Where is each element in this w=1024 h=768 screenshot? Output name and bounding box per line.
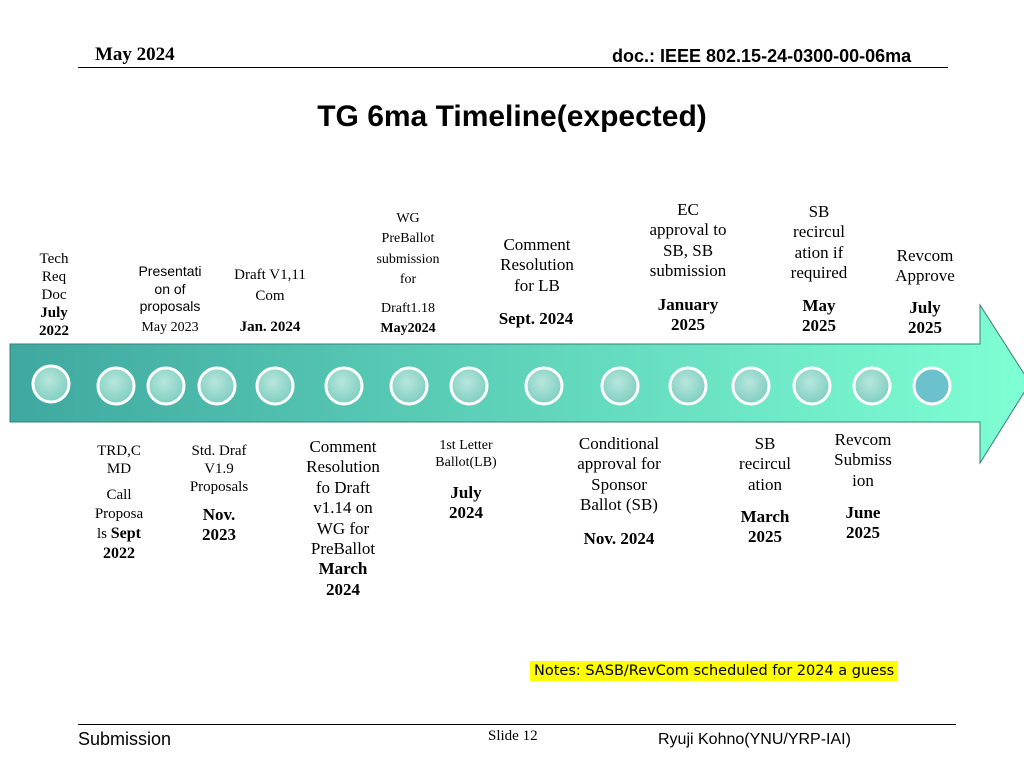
header-date: May 2024: [95, 44, 175, 65]
event-conditional-approval-date: Nov. 2024: [583, 529, 655, 548]
event-std-draf-date: Nov. 2023: [202, 505, 236, 545]
footer-slide-number: Slide 12: [488, 728, 538, 744]
event-revcom-submission-date: June 2025: [845, 503, 881, 543]
event-sb-recircul-if: SB recircul ation if required: [790, 202, 848, 283]
event-presentation-date: May 2023: [141, 320, 199, 335]
timeline-dot: [668, 366, 708, 406]
timeline-dot: [31, 364, 71, 404]
event-tech-req: Tech Req Doc July 2022: [39, 251, 69, 339]
event-letter-ballot-date: July 2024: [449, 483, 483, 523]
footer-author: Ryuji Kohno(YNU/YRP-IAI): [658, 731, 851, 748]
slide-title: TG 6ma Timeline(expected): [317, 100, 707, 133]
event-std-draf: Std. Draf V1.9 Proposals: [189, 443, 249, 495]
event-draft-v111: Draft V1,11 Com: [234, 267, 306, 304]
header-doc-id: doc.: IEEE 802.15-24-0300-00-06ma: [612, 46, 912, 66]
notes-highlight: Notes: SASB/RevCom scheduled for 2024 a …: [530, 661, 899, 681]
event-wg-preballot-date: Draft1.18 May2024: [380, 301, 436, 337]
event-trd: TRD,C MD: [97, 443, 141, 477]
event-comment-lb-date: Sept. 2024: [498, 309, 574, 328]
event-revcom-submission: Revcom Submiss ion: [834, 430, 892, 490]
timeline-arrow: [9, 303, 1024, 465]
timeline-dot: [449, 366, 489, 406]
event-ec-approval: EC approval to SB, SB submission: [649, 200, 727, 281]
timeline-dot: [600, 366, 640, 406]
footer-submission: Submission: [78, 729, 172, 749]
timeline-dot: [389, 366, 429, 406]
timeline-dot: [524, 366, 564, 406]
event-wg-preballot: WG PreBallot submission for: [376, 211, 440, 287]
timeline-dot: [255, 366, 295, 406]
header-rule: [78, 67, 948, 68]
event-letter-ballot: 1st Letter Ballot(LB): [435, 438, 497, 470]
timeline-dot: [731, 366, 771, 406]
event-trd-call: Call Proposa ls Sept 2022: [94, 487, 144, 562]
event-sb-recircul: SB recircul ation: [739, 434, 791, 494]
event-comment-lb: Comment Resolution for LB: [500, 235, 574, 295]
event-presentation: Presentati on of proposals: [138, 263, 202, 314]
timeline-dot: [912, 366, 952, 406]
timeline-dot: [146, 366, 186, 406]
event-comment-draft: Comment Resolution fo Draft v1.14 on WG …: [306, 437, 380, 599]
timeline-dot: [792, 366, 832, 406]
event-revcom-approve-date: July 2025: [908, 298, 942, 338]
event-revcom-approve: Revcom Approve: [895, 246, 955, 286]
event-conditional-approval: Conditional approval for Sponsor Ballot …: [577, 434, 661, 515]
event-sb-recircul-date: March 2025: [740, 507, 790, 547]
timeline-dot: [197, 366, 237, 406]
timeline-dot: [96, 366, 136, 406]
timeline-dot: [852, 366, 892, 406]
event-sb-recircul-if-date: May 2025: [802, 296, 836, 336]
footer-rule: [78, 724, 956, 725]
timeline-dot: [324, 366, 364, 406]
event-draft-v111-date: Jan. 2024: [239, 319, 301, 335]
event-ec-approval-date: January 2025: [657, 295, 719, 335]
